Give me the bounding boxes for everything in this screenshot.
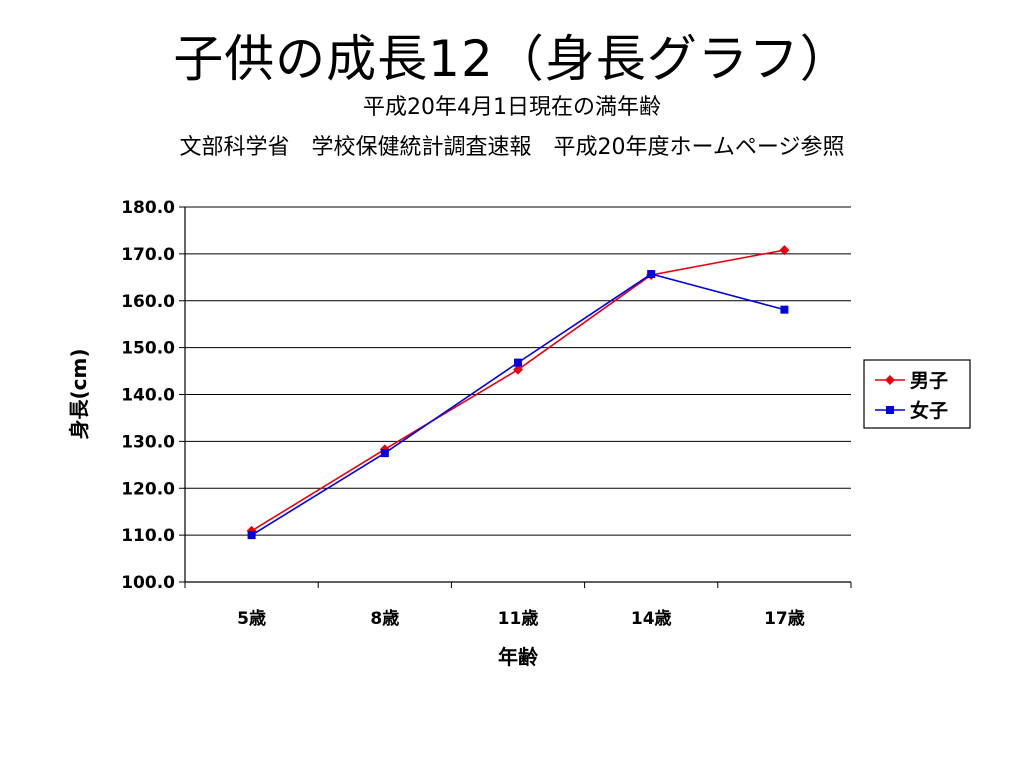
series-line-1 (251, 273, 785, 536)
y-tick-label: 150.0 (121, 339, 175, 359)
y-tick-label: 120.0 (121, 479, 175, 499)
data-point (780, 305, 789, 314)
x-tick-label: 5歳 (237, 608, 266, 629)
y-tick-label: 180.0 (121, 198, 175, 218)
series-lines (246, 245, 790, 540)
data-point (779, 245, 790, 256)
x-tick-label: 11歳 (498, 608, 539, 629)
x-tick-labels: 5歳 8歳 11歳 14歳 17歳 (237, 608, 805, 629)
x-tick-label: 17歳 (764, 608, 805, 629)
series-line-0 (251, 249, 785, 532)
data-point (247, 531, 256, 540)
x-tick-label: 8歳 (370, 608, 399, 629)
y-tick-label: 130.0 (121, 432, 175, 452)
legend-entry: 女子 (910, 399, 948, 422)
gridlines (185, 206, 851, 536)
legend-entry: 男子 (910, 370, 948, 392)
chart-source-note: 文部科学省 学校保健統計調査速報 平成20年度ホームページ参照 (179, 135, 845, 160)
y-tick-labels: 100.0 110.0 120.0 130.0 140.0 150.0 160.0 170.0… (121, 198, 175, 593)
x-tick-label: 14歳 (631, 608, 672, 629)
y-tick-label: 140.0 (121, 386, 175, 406)
data-point (380, 449, 389, 458)
axes (179, 206, 852, 588)
x-axis-label: 年齢 (498, 645, 539, 669)
legend-swatch-marker (886, 406, 894, 414)
y-tick-label: 100.0 (121, 573, 175, 593)
chart-title: 子供の成長12（身長グラフ） (173, 30, 851, 88)
legend-box (863, 359, 971, 429)
y-tick-label: 170.0 (121, 245, 175, 265)
chart-subtitle: 平成20年4月1日現在の満年齢 (363, 95, 661, 120)
y-axis-label: 身長(cm) (67, 349, 91, 440)
data-point (513, 364, 523, 375)
legend-swatch-marker (885, 375, 895, 385)
y-tick-label: 160.0 (121, 292, 175, 312)
data-point (647, 270, 656, 279)
data-point (514, 358, 522, 367)
y-tick-label: 110.0 (121, 526, 175, 546)
